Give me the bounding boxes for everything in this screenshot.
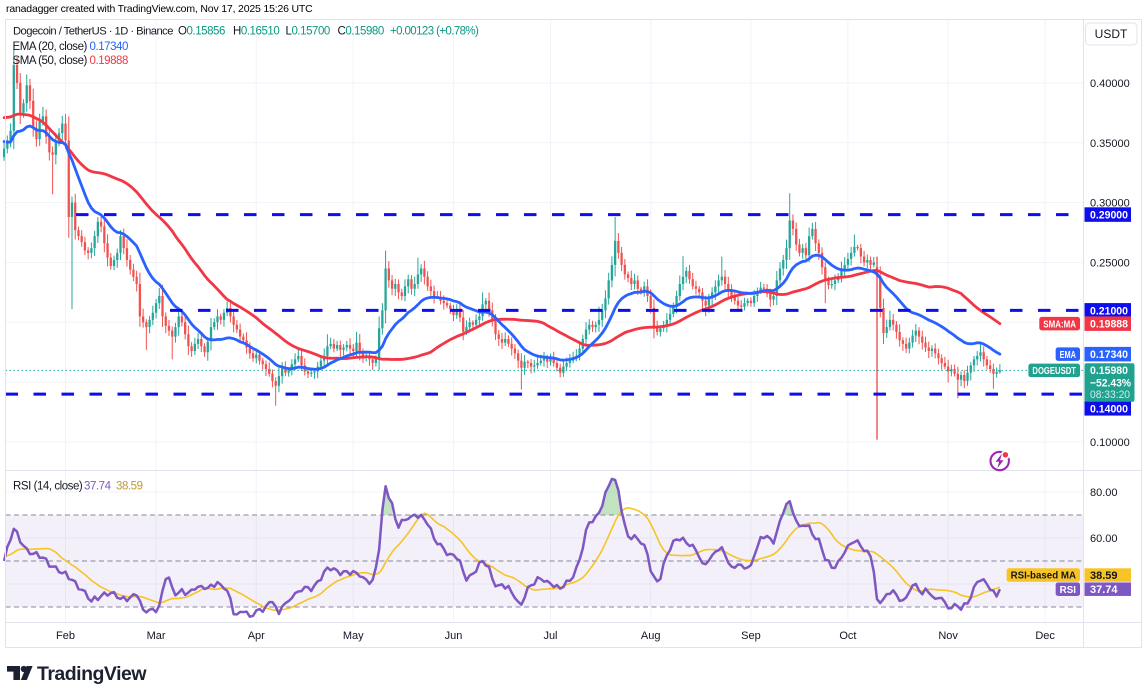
svg-text:60.00: 60.00 [1090, 533, 1118, 545]
svg-text:80.00: 80.00 [1090, 487, 1118, 499]
svg-text:+0.00123 (+0.78%): +0.00123 (+0.78%) [390, 26, 479, 38]
svg-text:Jun: Jun [445, 630, 463, 642]
svg-text:37.74: 37.74 [84, 481, 112, 493]
svg-text:C0.15980: C0.15980 [338, 26, 384, 38]
svg-text:0.29000: 0.29000 [1090, 210, 1128, 222]
svg-text:08:33:20: 08:33:20 [1090, 389, 1130, 401]
svg-text:EMA (20, close): EMA (20, close) [13, 41, 88, 53]
svg-text:TradingView: TradingView [37, 663, 147, 685]
svg-text:Feb: Feb [56, 630, 75, 642]
svg-text:0.30000: 0.30000 [1090, 198, 1130, 210]
svg-text:0.14000: 0.14000 [1090, 403, 1128, 415]
svg-text:SMA:MA: SMA:MA [1043, 318, 1076, 330]
svg-text:0.17340: 0.17340 [1090, 349, 1128, 361]
svg-text:0.35000: 0.35000 [1090, 138, 1130, 150]
svg-text:0.19888: 0.19888 [1090, 319, 1128, 331]
svg-text:38.59: 38.59 [116, 481, 143, 493]
svg-text:May: May [343, 630, 364, 642]
svg-text:0.10000: 0.10000 [1090, 437, 1130, 449]
svg-text:EMA: EMA [1060, 349, 1077, 361]
svg-text:RSI: RSI [1060, 584, 1076, 596]
svg-text:SMA (50, close): SMA (50, close) [13, 55, 88, 67]
svg-text:Apr: Apr [248, 630, 265, 642]
svg-text:−52.43%: −52.43% [1090, 378, 1131, 390]
svg-text:ranadagger created with Tradin: ranadagger created with TradingView.com,… [6, 3, 313, 15]
svg-text:Mar: Mar [147, 630, 166, 642]
svg-text:RSI-based MA: RSI-based MA [1011, 570, 1077, 582]
svg-text:0.40000: 0.40000 [1090, 78, 1130, 90]
svg-text:O0.15856: O0.15856 [178, 26, 225, 38]
svg-text:0.21000: 0.21000 [1090, 305, 1128, 317]
svg-text:Dec: Dec [1035, 630, 1055, 642]
svg-text:DOGEUSDT: DOGEUSDT [1032, 365, 1076, 377]
svg-text:H0.16510: H0.16510 [233, 26, 279, 38]
svg-text:L0.15700: L0.15700 [286, 26, 330, 38]
svg-text:0.17340: 0.17340 [90, 41, 128, 53]
svg-text:Oct: Oct [839, 630, 856, 642]
svg-text:0.19888: 0.19888 [90, 55, 128, 67]
svg-text:38.59: 38.59 [1090, 570, 1118, 582]
svg-text:Dogecoin / TetherUS · 1D · Bin: Dogecoin / TetherUS · 1D · Binance [13, 26, 173, 38]
svg-text:Sep: Sep [741, 630, 761, 642]
svg-text:Nov: Nov [938, 630, 958, 642]
svg-text:37.74: 37.74 [1090, 584, 1118, 596]
svg-text:0.15980: 0.15980 [1090, 365, 1128, 377]
svg-text:Aug: Aug [641, 630, 661, 642]
svg-text:USDT: USDT [1095, 27, 1128, 41]
svg-text:RSI (14, close): RSI (14, close) [13, 481, 83, 493]
svg-text:Jul: Jul [543, 630, 557, 642]
svg-text:0.25000: 0.25000 [1090, 257, 1130, 269]
